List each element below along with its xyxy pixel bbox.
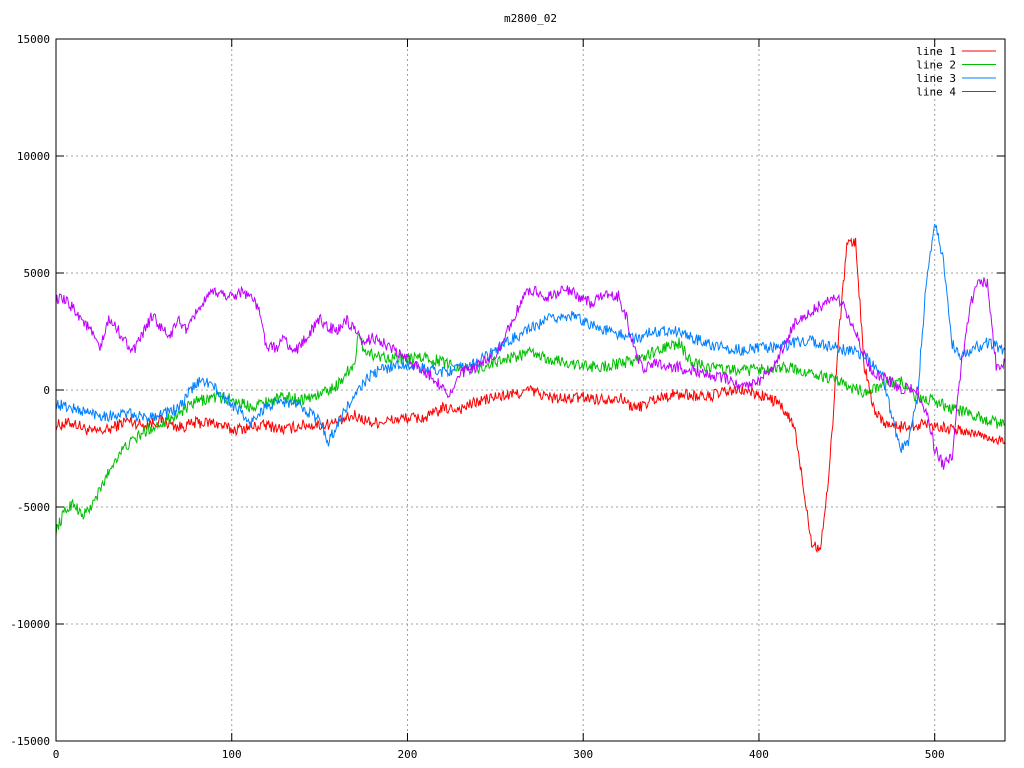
- y-tick-label: 10000: [17, 150, 50, 163]
- y-tick-label: -10000: [10, 618, 50, 631]
- y-tick-label: -15000: [10, 735, 50, 748]
- legend-label-4: line 4: [916, 86, 956, 99]
- y-tick-label: -5000: [17, 501, 50, 514]
- y-tick-label: 15000: [17, 33, 50, 46]
- x-tick-label: 200: [398, 748, 418, 761]
- x-tick-label: 400: [749, 748, 769, 761]
- series-group: [55, 223, 1006, 554]
- x-tick-label: 300: [573, 748, 593, 761]
- series-line-1: [55, 237, 1006, 554]
- series-line-3: [55, 223, 1006, 454]
- grid: [56, 39, 1005, 741]
- legend-label-1: line 1: [916, 45, 956, 58]
- series-line-4: [55, 277, 1006, 470]
- chart-title: m2800_02: [504, 12, 557, 25]
- y-axis-ticks: -15000 -10000 -5000 0 5000 10000 15000: [10, 33, 1005, 748]
- x-tick-label: 500: [925, 748, 945, 761]
- x-axis-ticks: 0 100 200 300 400 500: [53, 39, 945, 761]
- y-tick-label: 5000: [24, 267, 51, 280]
- x-tick-label: 100: [222, 748, 242, 761]
- y-tick-label: 0: [43, 384, 50, 397]
- x-tick-label: 0: [53, 748, 60, 761]
- series-line-2: [55, 333, 1006, 537]
- legend-label-2: line 2: [916, 59, 956, 72]
- legend-label-3: line 3: [916, 72, 956, 85]
